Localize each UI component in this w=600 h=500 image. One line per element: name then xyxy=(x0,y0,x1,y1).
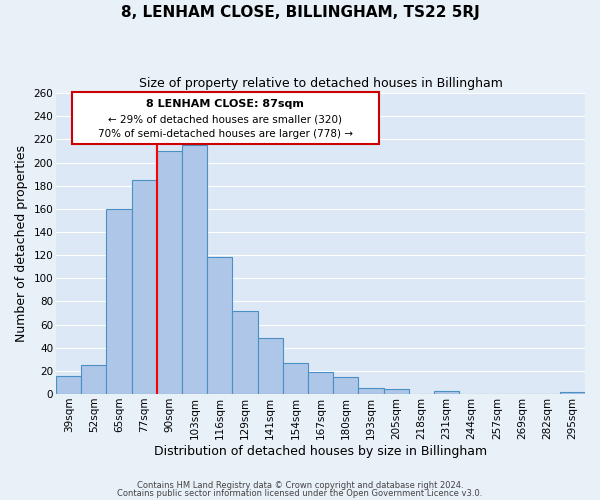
Bar xyxy=(308,372,333,394)
Text: 8 LENHAM CLOSE: 87sqm: 8 LENHAM CLOSE: 87sqm xyxy=(146,99,304,109)
Bar xyxy=(434,390,459,394)
Bar xyxy=(232,310,257,394)
Bar xyxy=(283,363,308,394)
Text: Contains public sector information licensed under the Open Government Licence v3: Contains public sector information licen… xyxy=(118,488,482,498)
Bar xyxy=(333,376,358,394)
Text: 8, LENHAM CLOSE, BILLINGHAM, TS22 5RJ: 8, LENHAM CLOSE, BILLINGHAM, TS22 5RJ xyxy=(121,5,479,20)
Bar xyxy=(81,365,106,394)
Y-axis label: Number of detached properties: Number of detached properties xyxy=(15,145,28,342)
Text: Contains HM Land Registry data © Crown copyright and database right 2024.: Contains HM Land Registry data © Crown c… xyxy=(137,481,463,490)
Text: 70% of semi-detached houses are larger (778) →: 70% of semi-detached houses are larger (… xyxy=(98,129,353,139)
Bar xyxy=(383,390,409,394)
X-axis label: Distribution of detached houses by size in Billingham: Distribution of detached houses by size … xyxy=(154,444,487,458)
Bar xyxy=(182,145,207,394)
Text: ← 29% of detached houses are smaller (320): ← 29% of detached houses are smaller (32… xyxy=(109,114,343,124)
Bar xyxy=(207,258,232,394)
Bar xyxy=(56,376,81,394)
Title: Size of property relative to detached houses in Billingham: Size of property relative to detached ho… xyxy=(139,78,502,90)
FancyBboxPatch shape xyxy=(72,92,379,144)
Bar xyxy=(257,338,283,394)
Bar xyxy=(131,180,157,394)
Bar xyxy=(106,209,131,394)
Bar xyxy=(358,388,383,394)
Bar xyxy=(560,392,585,394)
Bar xyxy=(157,151,182,394)
